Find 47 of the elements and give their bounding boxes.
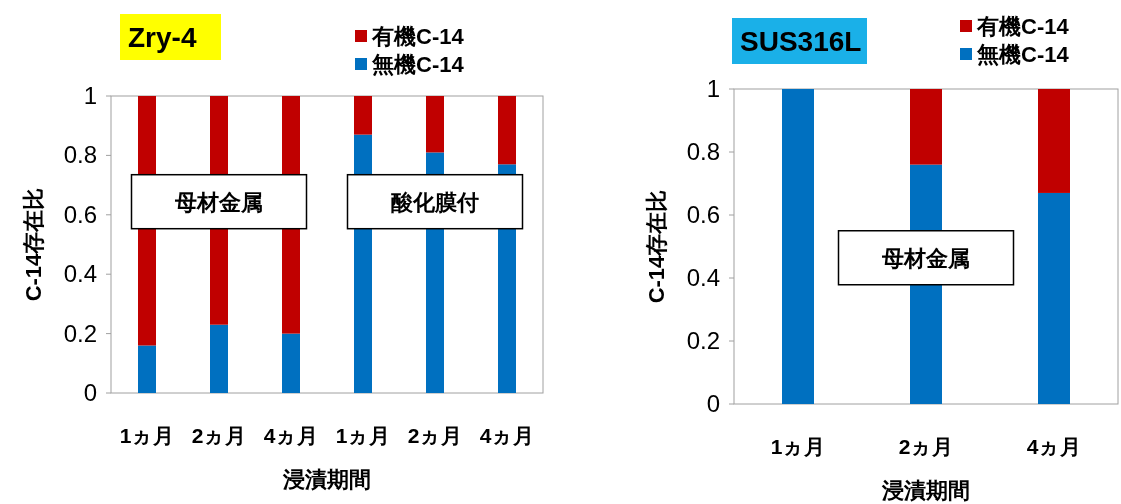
legend-label: 無機C-14 xyxy=(976,42,1070,67)
bar xyxy=(1038,89,1070,193)
x-tick-label: 4ヵ月 xyxy=(1026,435,1082,458)
legend-label: 有機C-14 xyxy=(371,24,465,49)
x-tick-label: 1ヵ月 xyxy=(770,435,826,458)
y-tick-label: 0.4 xyxy=(686,264,720,291)
y-tick-label: 0.2 xyxy=(63,319,97,347)
chart-title: Zry-4 xyxy=(128,22,197,53)
text-box: 酸化膜付 xyxy=(346,173,524,230)
y-tick-label: 0.2 xyxy=(686,327,720,354)
text-box: 母材金属 xyxy=(130,173,308,230)
y-tick-label: 0.6 xyxy=(686,201,720,228)
bar xyxy=(498,96,516,165)
x-tick-label: 2ヵ月 xyxy=(898,435,954,458)
y-tick-label: 0.8 xyxy=(63,141,97,169)
legend-label: 有機C-14 xyxy=(976,14,1070,39)
bar xyxy=(1038,192,1070,404)
y-tick-label: 0.4 xyxy=(63,260,97,288)
annotation: 母材金属 xyxy=(881,245,970,271)
bar xyxy=(782,89,814,404)
y-axis-title: C-14存在比 xyxy=(21,187,46,302)
bar xyxy=(354,96,372,135)
y-tick-label: 0 xyxy=(706,390,720,417)
x-tick-label: 2ヵ月 xyxy=(407,424,463,447)
x-tick-label: 4ヵ月 xyxy=(479,424,535,447)
y-axis-title: C-14存在比 xyxy=(644,189,669,304)
chart-title: SUS316L xyxy=(740,26,862,57)
y-tick-label: 1 xyxy=(83,82,97,109)
x-tick-label: 4ヵ月 xyxy=(263,424,319,447)
y-tick-label: 0.6 xyxy=(63,200,97,228)
legend-label: 無機C-14 xyxy=(371,52,465,77)
y-tick-label: 0 xyxy=(83,379,97,406)
x-axis-title: 浸漬期間 xyxy=(881,478,970,503)
bar xyxy=(426,96,444,153)
x-tick-label: 1ヵ月 xyxy=(119,424,175,447)
y-tick-label: 1 xyxy=(706,75,720,102)
x-axis-title: 浸漬期間 xyxy=(282,467,371,492)
x-tick-label: 2ヵ月 xyxy=(191,424,247,447)
bar xyxy=(282,333,300,393)
annotation: 母材金属 xyxy=(174,189,263,215)
bar xyxy=(138,345,156,393)
bar xyxy=(910,89,942,165)
text-box: 母材金属 xyxy=(837,230,1015,286)
x-tick-label: 1ヵ月 xyxy=(335,424,391,447)
bar xyxy=(210,324,228,393)
y-tick-label: 0.8 xyxy=(686,138,720,165)
annotation: 酸化膜付 xyxy=(391,189,479,215)
